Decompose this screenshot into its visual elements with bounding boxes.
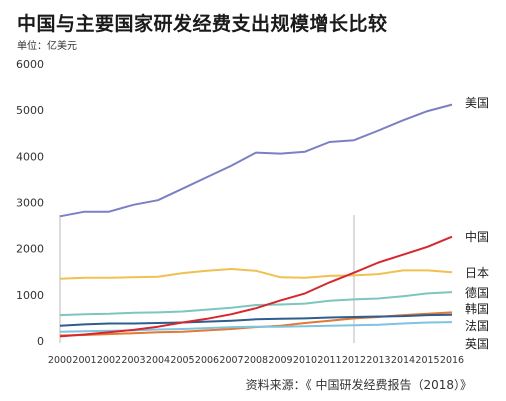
y-tick-label: 2000 <box>16 243 44 256</box>
x-tick-label: 2015 <box>415 355 439 366</box>
y-tick-label: 1000 <box>16 289 44 302</box>
series-label-0: 美国 <box>465 96 489 110</box>
series-line-2 <box>59 268 453 280</box>
y-tick-label: 0 <box>37 335 44 348</box>
y-tick-label: 6000 <box>16 58 44 71</box>
series-label-5: 法国 <box>465 319 489 333</box>
x-tick-label: 2004 <box>146 355 170 366</box>
series-line-0 <box>59 103 453 218</box>
x-tick-label: 2001 <box>72 355 96 366</box>
x-tick-label: 2007 <box>219 355 243 366</box>
series-label-4: 韩国 <box>465 301 489 316</box>
x-tick-label: 2013 <box>366 355 390 366</box>
series-label-6: 英国 <box>465 337 489 351</box>
y-tick-label: 4000 <box>16 150 44 163</box>
y-tick-label: 3000 <box>16 197 44 210</box>
x-tick-label: 2009 <box>268 355 292 366</box>
x-tick-label: 2012 <box>342 355 366 366</box>
x-tick-label: 2006 <box>195 355 219 366</box>
series-line-1 <box>59 235 453 338</box>
x-tick-label: 2002 <box>97 355 121 366</box>
series-line-5 <box>59 313 453 327</box>
y-tick-label: 5000 <box>16 104 44 117</box>
x-tick-label: 2014 <box>391 355 415 366</box>
x-tick-label: 2010 <box>293 355 317 366</box>
x-tick-label: 2003 <box>121 355 145 366</box>
x-tick-label: 2016 <box>440 355 464 366</box>
x-tick-label: 2011 <box>317 355 341 366</box>
x-tick-label: 2000 <box>48 355 72 366</box>
series-line-3 <box>59 291 453 317</box>
x-tick-label: 2008 <box>244 355 268 366</box>
chart-subtitle: 单位：亿美元 <box>17 41 77 52</box>
series-label-2: 日本 <box>465 266 489 280</box>
x-tick-label: 2005 <box>170 355 194 366</box>
series-label-1: 中国 <box>465 229 489 244</box>
chart-title: 中国与主要国家研发经费支出规模增长比较 <box>17 13 388 35</box>
series-label-3: 德国 <box>465 285 489 300</box>
chart-source: 资料来源：《 中国研发经费报告（2018）》 <box>245 378 472 392</box>
